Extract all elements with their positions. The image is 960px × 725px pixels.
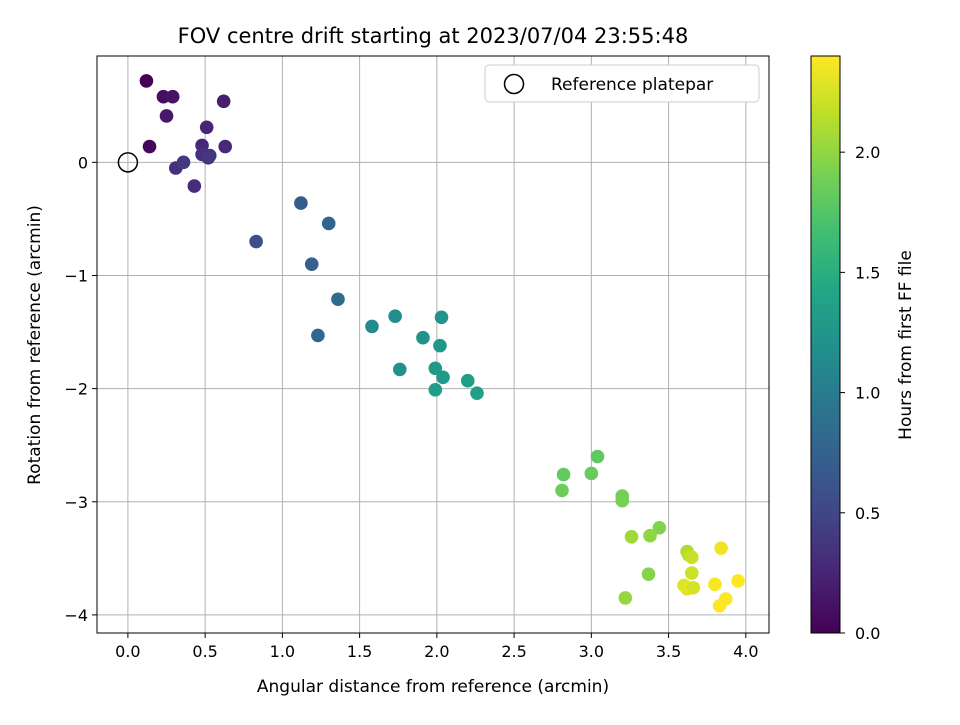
plot-frame [96,55,770,634]
data-point [708,577,722,592]
data-point [584,466,599,481]
x-axis-ticks: 0.0 0.5 1.0 1.5 2.0 2.5 3.0 3.5 4.0 [115,633,759,661]
data-point [428,361,443,376]
data-point [618,591,633,605]
data-point [641,567,656,581]
legend-reference-marker [503,73,525,95]
data-point [199,120,214,135]
x-tick-label: 1.5 [347,642,372,661]
data-point [249,234,263,249]
data-point [684,550,699,564]
colorbar-gradient [811,56,840,633]
reference-layer [117,152,139,173]
colorbar-tick-label: 1.5 [855,263,880,282]
data-points [139,74,745,613]
data-point [652,520,667,535]
x-tick-label: 3.0 [579,642,604,661]
data-point [555,483,569,498]
data-point [714,541,728,555]
legend: Reference platepar [484,64,760,103]
data-point [218,139,233,154]
legend-label: Reference platepar [551,75,713,95]
y-tick-label: −2 [64,380,88,399]
data-point [388,309,402,324]
data-point [216,94,231,109]
colorbar-tick-label: 1.0 [855,384,880,403]
data-point [159,109,174,123]
x-tick-label: 3.5 [656,642,681,661]
colorbar-frame [810,55,841,634]
data-point [294,196,308,210]
colorbar: 0.0 0.5 1.0 1.5 2.0 Hours from first FF file [810,55,916,643]
data-point [460,373,475,388]
data-point [470,386,484,400]
data-point [434,310,449,325]
data-point [624,530,639,544]
colorbar-ticks: 0.0 0.5 1.0 1.5 2.0 [840,143,880,643]
data-point [365,319,379,334]
data-point [142,139,157,154]
data-point [684,566,699,580]
x-tick-label: 0.5 [192,642,217,661]
y-tick-label: −1 [64,266,88,285]
data-point [176,155,191,170]
chart-title: FOV centre drift starting at 2023/07/04 … [178,24,689,48]
data-point [201,151,216,165]
y-tick-label: −4 [64,606,88,625]
data-point [436,370,450,385]
x-axis-label: Angular distance from reference (arcmin) [257,677,609,697]
reference-platepar-marker [117,152,139,173]
data-point [615,493,630,508]
y-axis-ticks: 0 −1 −2 −3 −4 [64,153,97,625]
data-point [416,330,430,345]
data-point [643,528,657,543]
data-point [712,599,727,613]
data-point [139,74,154,88]
legend-box [484,64,760,103]
colorbar-tick-label: 0.5 [855,504,880,523]
y-tick-label: 0 [78,153,88,172]
data-point [590,449,605,464]
colorbar-tick-label: 0.0 [855,624,880,643]
y-tick-label: −3 [64,493,88,512]
x-tick-label: 2.0 [424,642,449,661]
data-point [331,292,345,307]
data-point [686,580,701,595]
x-tick-label: 2.5 [501,642,526,661]
x-tick-label: 0.0 [115,642,140,661]
data-point [187,179,202,193]
y-axis-label: Rotation from reference (arcmin) [25,205,45,485]
data-point [428,382,443,397]
data-point [304,257,319,271]
x-tick-label: 4.0 [733,642,758,661]
colorbar-tick-label: 2.0 [855,143,880,162]
data-point [311,328,325,343]
data-point [392,362,407,377]
data-point [433,338,447,353]
data-point [165,89,180,104]
x-tick-label: 1.0 [270,642,295,661]
data-point [321,216,336,231]
data-point [556,467,571,482]
data-point [731,574,745,588]
colorbar-label: Hours from first FF file [896,250,916,440]
